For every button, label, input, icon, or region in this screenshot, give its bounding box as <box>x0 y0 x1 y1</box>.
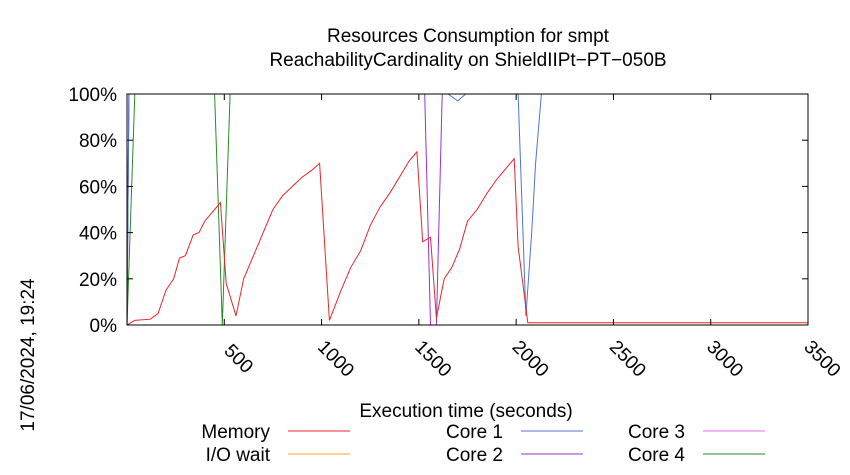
series-line-core-4 <box>126 93 808 326</box>
x-tick-label: 500 <box>220 340 257 377</box>
x-tick-label: 2000 <box>508 337 553 382</box>
plot-area-frame <box>126 93 809 326</box>
legend-label: Core 2 <box>446 445 503 466</box>
x-tick-label: 3500 <box>800 337 845 382</box>
chart-title-line1: Resources Consumption for smpt <box>327 26 610 47</box>
x-tick-label: 1500 <box>410 337 455 382</box>
legend-label: Core 1 <box>446 422 503 443</box>
y-tick-label: 80% <box>79 131 117 152</box>
x-tick-label: 1000 <box>313 337 358 382</box>
x-tick-label: 3000 <box>702 337 747 382</box>
legend-label: Core 4 <box>628 445 685 466</box>
y-tick-label: 20% <box>79 270 117 291</box>
y-tick-label: 40% <box>79 224 117 245</box>
legend-label: Core 3 <box>628 422 685 443</box>
legend-label: I/O wait <box>206 445 271 466</box>
timestamp-label: 17/06/2024, 19:24 <box>18 278 39 432</box>
series-line-memory <box>126 150 808 326</box>
x-tick-label: 2500 <box>605 337 650 382</box>
y-tick-label: 60% <box>79 177 117 198</box>
y-tick-label: 100% <box>68 85 117 106</box>
y-tick-label: 0% <box>90 316 118 337</box>
series-layer <box>126 93 808 326</box>
x-axis-ticks: 500 1000 1500 2000 2500 3000 3500 <box>220 94 845 382</box>
y-axis-ticks: 0% 20% 40% 60% 80% 100% <box>68 85 808 337</box>
legend-label: Memory <box>201 422 270 443</box>
chart-title-line2: ReachabilityCardinality on ShieldIIPt−PT… <box>269 50 666 71</box>
x-axis-label: Execution time (seconds) <box>359 401 572 422</box>
